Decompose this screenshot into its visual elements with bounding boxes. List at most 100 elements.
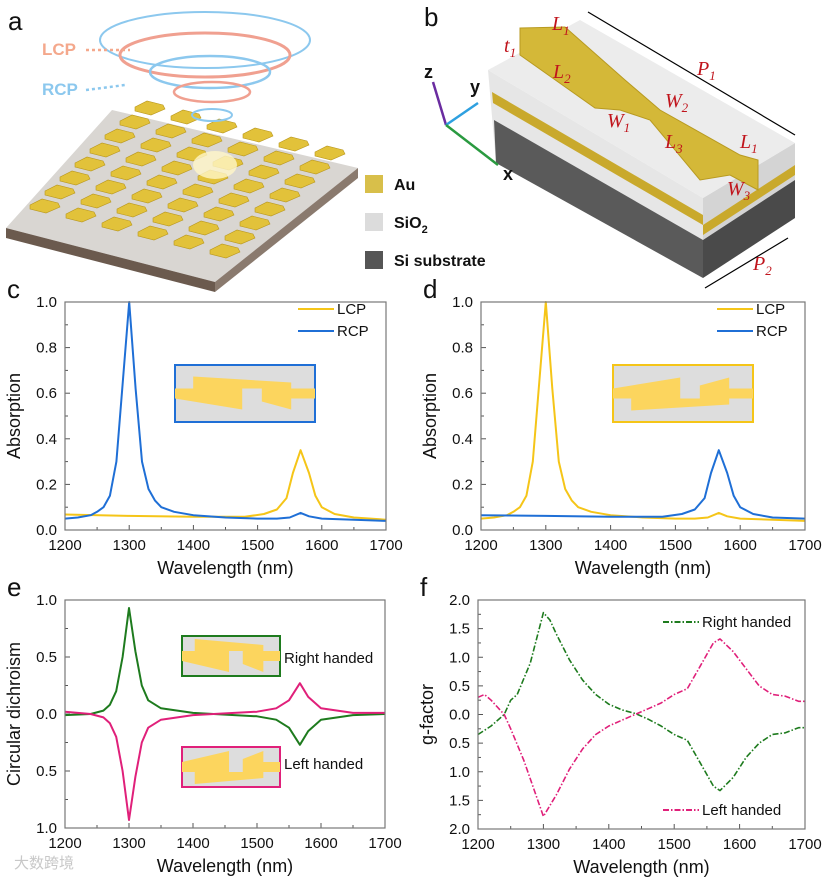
- series-line-rcp: [64, 301, 387, 522]
- coordinate-axes: z y x: [424, 62, 513, 184]
- dimension-symbol: P: [752, 253, 765, 275]
- board-side-front: [6, 228, 215, 292]
- panel-label-f: f: [420, 572, 428, 602]
- au-element: [137, 225, 169, 241]
- x-tick-label: 1400: [176, 835, 209, 852]
- legend-au: Au: [394, 177, 415, 194]
- series-line-right-handed: [477, 611, 805, 792]
- dimension-label: L3: [664, 131, 683, 156]
- axis-z: z: [424, 62, 433, 82]
- au-element: [254, 201, 286, 217]
- legend-label: RCP: [756, 323, 788, 340]
- au-element: [59, 170, 91, 186]
- light-spot: [193, 151, 237, 179]
- dimension-subscript: 2: [564, 71, 571, 86]
- legend-label: RCP: [337, 323, 369, 340]
- spiral-ring: [148, 54, 272, 90]
- y-tick-label: 1.0: [36, 592, 57, 609]
- series-line-rcp: [480, 449, 806, 520]
- y-tick-label: 0.8: [36, 340, 57, 357]
- dimension-symbol: P: [696, 58, 709, 80]
- y-tick-label: 0.4: [36, 431, 57, 448]
- dimension-label: L1: [551, 13, 570, 38]
- au-element: [89, 142, 121, 158]
- y-tick-label: 0.5: [36, 649, 57, 666]
- panel-label-c: c: [7, 274, 20, 304]
- au-element: [134, 100, 166, 116]
- y-tick-label: 1.0: [36, 294, 57, 311]
- au-element: [203, 206, 235, 222]
- si-layer-side: [703, 180, 795, 278]
- legend-label: Right handed: [702, 614, 791, 631]
- au-element: [227, 141, 259, 157]
- au-element: [146, 174, 178, 190]
- x-tick-label: 1600: [724, 537, 757, 554]
- x-tick-label: 1400: [177, 537, 210, 554]
- au-element: [44, 184, 76, 200]
- y-tick-label: 0.6: [452, 385, 473, 402]
- y-tick-label: 0.8: [452, 340, 473, 357]
- legend-label: Left handed: [284, 756, 363, 773]
- dimension-symbol: L: [664, 131, 676, 153]
- au-element: [110, 165, 142, 181]
- au-structure-shape: [175, 376, 315, 410]
- y-tick-label: 0.5: [36, 763, 57, 780]
- dimension-label: W2: [665, 90, 689, 115]
- series-line-left-handed: [477, 638, 805, 818]
- spiral-ring: [191, 108, 233, 122]
- dimension-subscript: 1: [751, 141, 758, 156]
- p1-arrow: [587, 11, 796, 136]
- legend-si: Si substrate: [394, 253, 486, 270]
- x-tick-label: 1500: [241, 537, 274, 554]
- au-element: [206, 118, 238, 134]
- au-element: [188, 220, 220, 236]
- dimension-subscript: 1: [709, 68, 716, 83]
- x-tick-label: 1700: [788, 537, 821, 554]
- y-tick-label: 1.0: [449, 764, 470, 781]
- au-element: [29, 198, 61, 214]
- x-tick-label: 1700: [369, 537, 402, 554]
- y-tick-label: 0.6: [36, 385, 57, 402]
- au-nanostructure: [519, 26, 759, 191]
- panel-a-illustration: a LCP RCP Au SiO2 Si substrate: [6, 6, 486, 292]
- au-element: [119, 114, 151, 130]
- x-tick-label: 1500: [659, 537, 692, 554]
- x-tick-label: 1300: [113, 537, 146, 554]
- structure-inset: [181, 635, 281, 677]
- dimension-label: W1: [607, 110, 630, 135]
- x-tick-label: 1200: [48, 835, 81, 852]
- x-tick-label: 1500: [658, 836, 691, 853]
- au-element: [95, 179, 127, 195]
- x-tick-label: 1400: [592, 836, 625, 853]
- series-line-right-handed: [64, 607, 386, 746]
- axis-y: y: [470, 77, 480, 97]
- board-side-right: [215, 168, 358, 292]
- au-element: [116, 202, 148, 218]
- au-layer-side: [703, 165, 795, 235]
- y-axis-label: Circular dichroism: [4, 642, 24, 786]
- legend-label: LCP: [756, 301, 785, 318]
- y-axis-label: Absorption: [4, 373, 24, 459]
- au-layer: [492, 92, 703, 225]
- dimension-symbol: L: [551, 13, 563, 35]
- au-structure-shape: [182, 639, 280, 672]
- au-element: [224, 229, 256, 245]
- dimension-subscript: 2: [682, 100, 689, 115]
- y-tick-label: 0.0: [449, 707, 470, 724]
- au-element: [65, 207, 97, 223]
- plot-frame: [64, 301, 387, 531]
- y-tick-label: 1.0: [36, 820, 57, 837]
- dimension-subscript: 3: [675, 141, 683, 156]
- x-tick-label: 1400: [594, 537, 627, 554]
- dimension-symbol: t: [504, 35, 510, 57]
- au-structure-shape: [613, 377, 753, 411]
- dimension-symbol: L: [552, 61, 564, 83]
- x-tick-label: 1300: [529, 537, 562, 554]
- spiral-ring: [172, 80, 252, 104]
- plot-frame: [64, 599, 386, 829]
- x-axis-label: Wavelength (nm): [573, 857, 709, 877]
- au-element: [161, 160, 193, 176]
- au-element: [191, 132, 223, 148]
